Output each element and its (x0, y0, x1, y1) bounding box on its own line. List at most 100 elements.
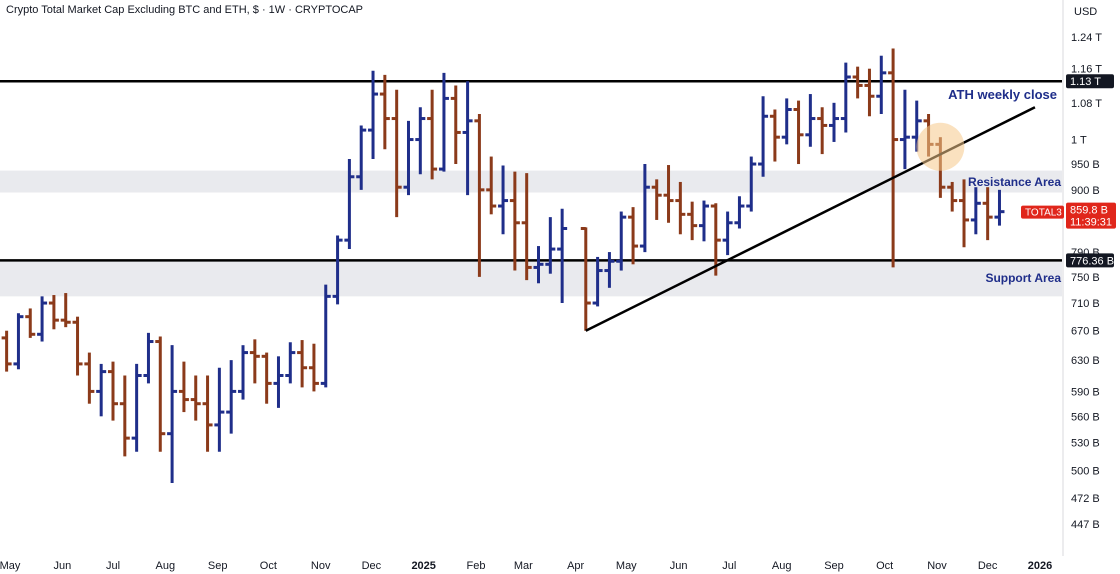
ohlc-bar (320, 284, 331, 388)
x-tick-label: Jun (670, 560, 688, 572)
ohlc-bar (557, 208, 568, 304)
ohlc-bar (462, 81, 473, 196)
x-tick-label: Feb (467, 560, 486, 572)
x-tick-label: Dec (362, 560, 382, 572)
ohlc-bar (108, 361, 118, 421)
symbol-tag-bg (1021, 205, 1064, 219)
ohlc-bar (533, 246, 544, 284)
x-tick-label: Aug (156, 560, 176, 572)
ohlc-bar (190, 375, 201, 421)
horizontal-lines[interactable] (0, 79, 1062, 262)
symbol-label: TOTAL3 (1025, 208, 1062, 219)
ohlc-bar (698, 200, 709, 242)
ohlc-bar (982, 187, 993, 241)
ohlc-bar (876, 55, 887, 114)
ohlc-bar (238, 345, 249, 400)
ohlc-bar (72, 316, 83, 376)
x-tick-label: Mar (514, 560, 533, 572)
last-price-tag: 859.8 B11:39:31 (1066, 202, 1116, 229)
x-tick-label: 2025 (411, 560, 435, 572)
price-tags: 1.13 T 776.36 B TOTAL3 859.8 B11:39:31 (1021, 74, 1116, 268)
ohlc-bar (521, 173, 532, 281)
chart-title: Crypto Total Market Cap Excluding BTC an… (6, 4, 364, 16)
x-tick-label: Sep (208, 560, 228, 572)
x-tick-label: Oct (260, 560, 277, 572)
ohlc-bar (308, 343, 319, 392)
ohlc-bar (899, 89, 910, 170)
y-tick-label: 670 B (1071, 326, 1100, 338)
ohlc-bar (616, 211, 627, 271)
ohlc-bar (202, 375, 213, 452)
y-tick-label: 750 B (1071, 272, 1100, 284)
ohlc-bar (450, 85, 461, 165)
y-tick-label: 630 B (1071, 355, 1100, 367)
ohlc-bar (710, 203, 721, 276)
zone-bands (0, 170, 1062, 297)
ohlc-bar (48, 295, 59, 330)
ohlc-bar (273, 356, 284, 408)
ohlc-bars (1, 48, 1005, 483)
tag-background (1066, 74, 1114, 89)
ohlc-bar (415, 107, 426, 175)
ohlc-bar (651, 179, 662, 220)
y-tick-label: 560 B (1071, 411, 1100, 423)
ohlc-bar (356, 125, 367, 190)
ohlc-bar (486, 156, 497, 215)
y-tick-label: 590 B (1071, 386, 1100, 398)
x-tick-label: Jul (722, 560, 736, 572)
ohlc-bar (628, 207, 639, 265)
ohlc-bar (13, 313, 24, 370)
tag-label: 776.36 B (1070, 255, 1114, 267)
ohlc-bar (391, 89, 402, 218)
ohlc-bar (817, 107, 828, 155)
ohlc-bar (864, 68, 875, 117)
ohlc-bar (769, 109, 780, 162)
ohlc-bar (249, 339, 260, 384)
ohlc-bar (663, 165, 674, 223)
ohlc-bar (545, 217, 556, 274)
x-tick-label: Jul (106, 560, 120, 572)
ohlc-bar (994, 189, 1005, 226)
trendline-layer[interactable] (585, 106, 1036, 332)
y-tick-label: 1 T (1071, 135, 1087, 147)
ohlc-bar (722, 211, 733, 256)
ohlc-bar (805, 94, 816, 147)
ohlc-bar (438, 72, 449, 172)
tag-background (1066, 253, 1114, 268)
ohlc-bar (178, 361, 189, 413)
annotations: ATH weekly close Resistance Area Support A… (948, 87, 1061, 285)
ohlc-bar (639, 164, 650, 253)
x-tick-label: Dec (978, 560, 998, 572)
ohlc-bar (734, 196, 745, 229)
ohlc-bar (25, 308, 36, 338)
ohlc-bar (793, 100, 804, 165)
ohlc-bar (474, 113, 485, 277)
ohlc-bar (509, 171, 520, 271)
ohlc-bar (829, 102, 839, 142)
y-tick-label: 530 B (1071, 438, 1100, 450)
x-tick-label: Nov (311, 560, 331, 572)
x-tick-label: May (616, 560, 637, 572)
x-tick-label: Oct (876, 560, 893, 572)
ohlc-bar (379, 74, 390, 150)
ohlc-bar (155, 336, 166, 452)
ohlc-bar (970, 187, 981, 235)
annotation-label: Resistance Area (968, 175, 1061, 189)
ohlc-bar (119, 375, 130, 457)
ohlc-bar (297, 340, 308, 388)
currency-label[interactable]: USD (1074, 6, 1098, 18)
y-tick-label: 447 B (1071, 519, 1100, 531)
x-tick-label: Nov (927, 560, 947, 572)
ohlc-bar (604, 252, 615, 288)
ohlc-bar (1, 330, 12, 372)
x-tick-label: Aug (772, 560, 792, 572)
y-tick-label: 500 B (1071, 465, 1100, 477)
time-axis[interactable]: May Jun Jul Aug Sep Oct Nov Dec 2025 Feb Mar Apr May… (0, 560, 1052, 572)
y-tick-label: 472 B (1071, 493, 1100, 505)
x-tick-label: 2026 (1028, 560, 1052, 572)
highlight-circle (916, 122, 965, 171)
ohlc-bar (840, 62, 851, 133)
ohlc-bar (427, 89, 438, 180)
